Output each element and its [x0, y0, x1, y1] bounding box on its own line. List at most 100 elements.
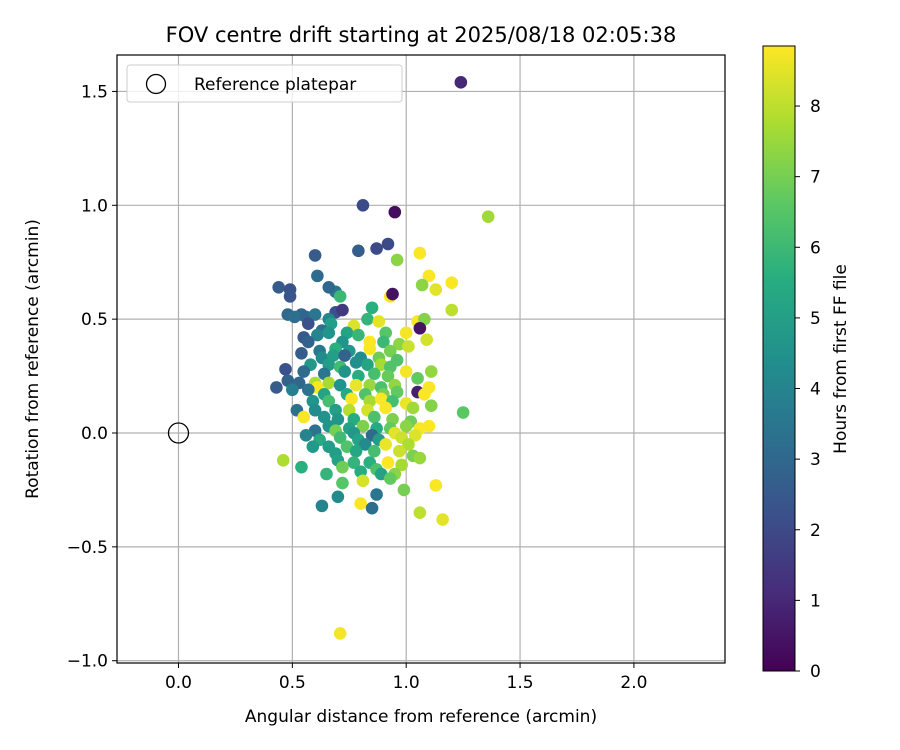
- reference-platepar-marker: [167, 422, 190, 444]
- data-point: [379, 401, 393, 415]
- data-point: [368, 444, 381, 458]
- colorbar-tick-label: 8: [810, 97, 821, 117]
- grid: [117, 55, 725, 663]
- data-point: [315, 499, 329, 513]
- data-point: [336, 476, 349, 490]
- legend-label-reference: Reference platepar: [194, 75, 356, 95]
- data-point: [333, 290, 347, 303]
- data-point: [361, 358, 374, 371]
- data-point: [301, 335, 315, 349]
- data-point: [454, 76, 468, 89]
- x-tick-label: 2.0: [620, 673, 647, 693]
- data-point: [311, 269, 324, 283]
- data-point: [345, 392, 358, 406]
- data-point: [356, 474, 370, 488]
- data-point: [349, 444, 363, 458]
- data-point: [418, 387, 431, 401]
- data-point: [270, 381, 283, 394]
- data-point: [424, 365, 438, 378]
- chart-title: FOV centre drift starting at 2025/08/18 …: [166, 23, 677, 47]
- data-point: [331, 413, 345, 426]
- data-point: [308, 403, 322, 417]
- data-point: [301, 383, 315, 397]
- data-point: [276, 454, 290, 467]
- data-point: [365, 301, 379, 315]
- data-point: [368, 410, 381, 424]
- data-point: [370, 488, 383, 501]
- data-point: [322, 326, 336, 340]
- data-point: [377, 335, 390, 349]
- x-axis-label: Angular distance from reference (arcmin): [245, 707, 597, 727]
- y-tick-label: 0.0: [81, 424, 108, 444]
- colorbar-tick-label: 6: [810, 238, 821, 258]
- plot-frame: [116, 54, 726, 664]
- data-point: [295, 347, 308, 360]
- data-point: [322, 280, 336, 294]
- data-point: [283, 290, 297, 303]
- data-point: [301, 317, 315, 331]
- data-point: [413, 506, 427, 520]
- data-point: [406, 401, 420, 415]
- data-point: [288, 310, 301, 324]
- data-point: [411, 372, 424, 385]
- x-tick-label: 1.0: [393, 673, 420, 693]
- colorbar-ticks: 0 1 2 3 4 5 6 7 8: [795, 97, 821, 682]
- data-point: [424, 399, 438, 412]
- data-point: [311, 328, 324, 342]
- colorbar: 0 1 2 3 4 5 6 7 8 Hours from first FF file: [762, 45, 851, 682]
- colorbar-tick-label: 2: [810, 521, 821, 541]
- data-point: [333, 378, 347, 392]
- data-point: [336, 303, 349, 317]
- data-point: [409, 428, 422, 442]
- y-tick-label: 1.0: [81, 196, 108, 216]
- data-point: [399, 326, 413, 340]
- data-point: [456, 406, 470, 419]
- data-point: [365, 501, 379, 515]
- data-point: [368, 367, 381, 381]
- data-point: [352, 244, 365, 258]
- data-point: [422, 419, 436, 433]
- colorbar-label: Hours from first FF file: [831, 264, 851, 454]
- colorbar-tick-label: 3: [810, 450, 821, 470]
- data-point: [299, 428, 313, 442]
- data-point: [402, 340, 415, 353]
- y-axis-ticks: −1.0 −0.5 0.0 0.5 1.0 1.5: [67, 82, 117, 672]
- data-point: [320, 467, 333, 481]
- data-point: [306, 440, 320, 453]
- data-point: [338, 349, 352, 362]
- reference-marker: [167, 422, 190, 444]
- data-point: [445, 276, 459, 290]
- colorbar-tick-label: 4: [810, 380, 821, 400]
- data-point: [361, 312, 374, 326]
- x-tick-label: 1.5: [507, 673, 534, 693]
- data-point: [429, 283, 443, 296]
- data-point: [390, 253, 404, 267]
- colorbar-tick-label: 7: [810, 168, 821, 188]
- data-point: [372, 315, 386, 328]
- data-point: [356, 198, 370, 212]
- x-tick-label: 0.0: [165, 673, 192, 693]
- colorbar-gradient: [762, 45, 796, 672]
- data-point: [415, 278, 429, 292]
- data-point: [381, 369, 395, 383]
- data-point: [399, 365, 413, 378]
- y-axis-label: Rotation from reference (arcmin): [23, 219, 43, 499]
- y-tick-label: 1.5: [81, 82, 108, 102]
- data-point: [429, 479, 443, 492]
- data-point: [399, 419, 413, 433]
- data-point: [331, 490, 345, 504]
- data-point: [381, 237, 395, 251]
- colorbar-tick-label: 5: [810, 309, 821, 329]
- data-point: [349, 378, 363, 392]
- data-point: [358, 438, 372, 451]
- data-point: [397, 483, 411, 497]
- data-point: [379, 438, 393, 451]
- data-point: [383, 472, 397, 485]
- data-point: [436, 513, 449, 526]
- colorbar-tick-label: 1: [810, 591, 821, 611]
- data-point: [297, 410, 311, 424]
- data-point: [413, 451, 427, 465]
- data-point: [352, 328, 365, 342]
- y-tick-label: −0.5: [67, 538, 108, 558]
- data-point: [395, 458, 408, 472]
